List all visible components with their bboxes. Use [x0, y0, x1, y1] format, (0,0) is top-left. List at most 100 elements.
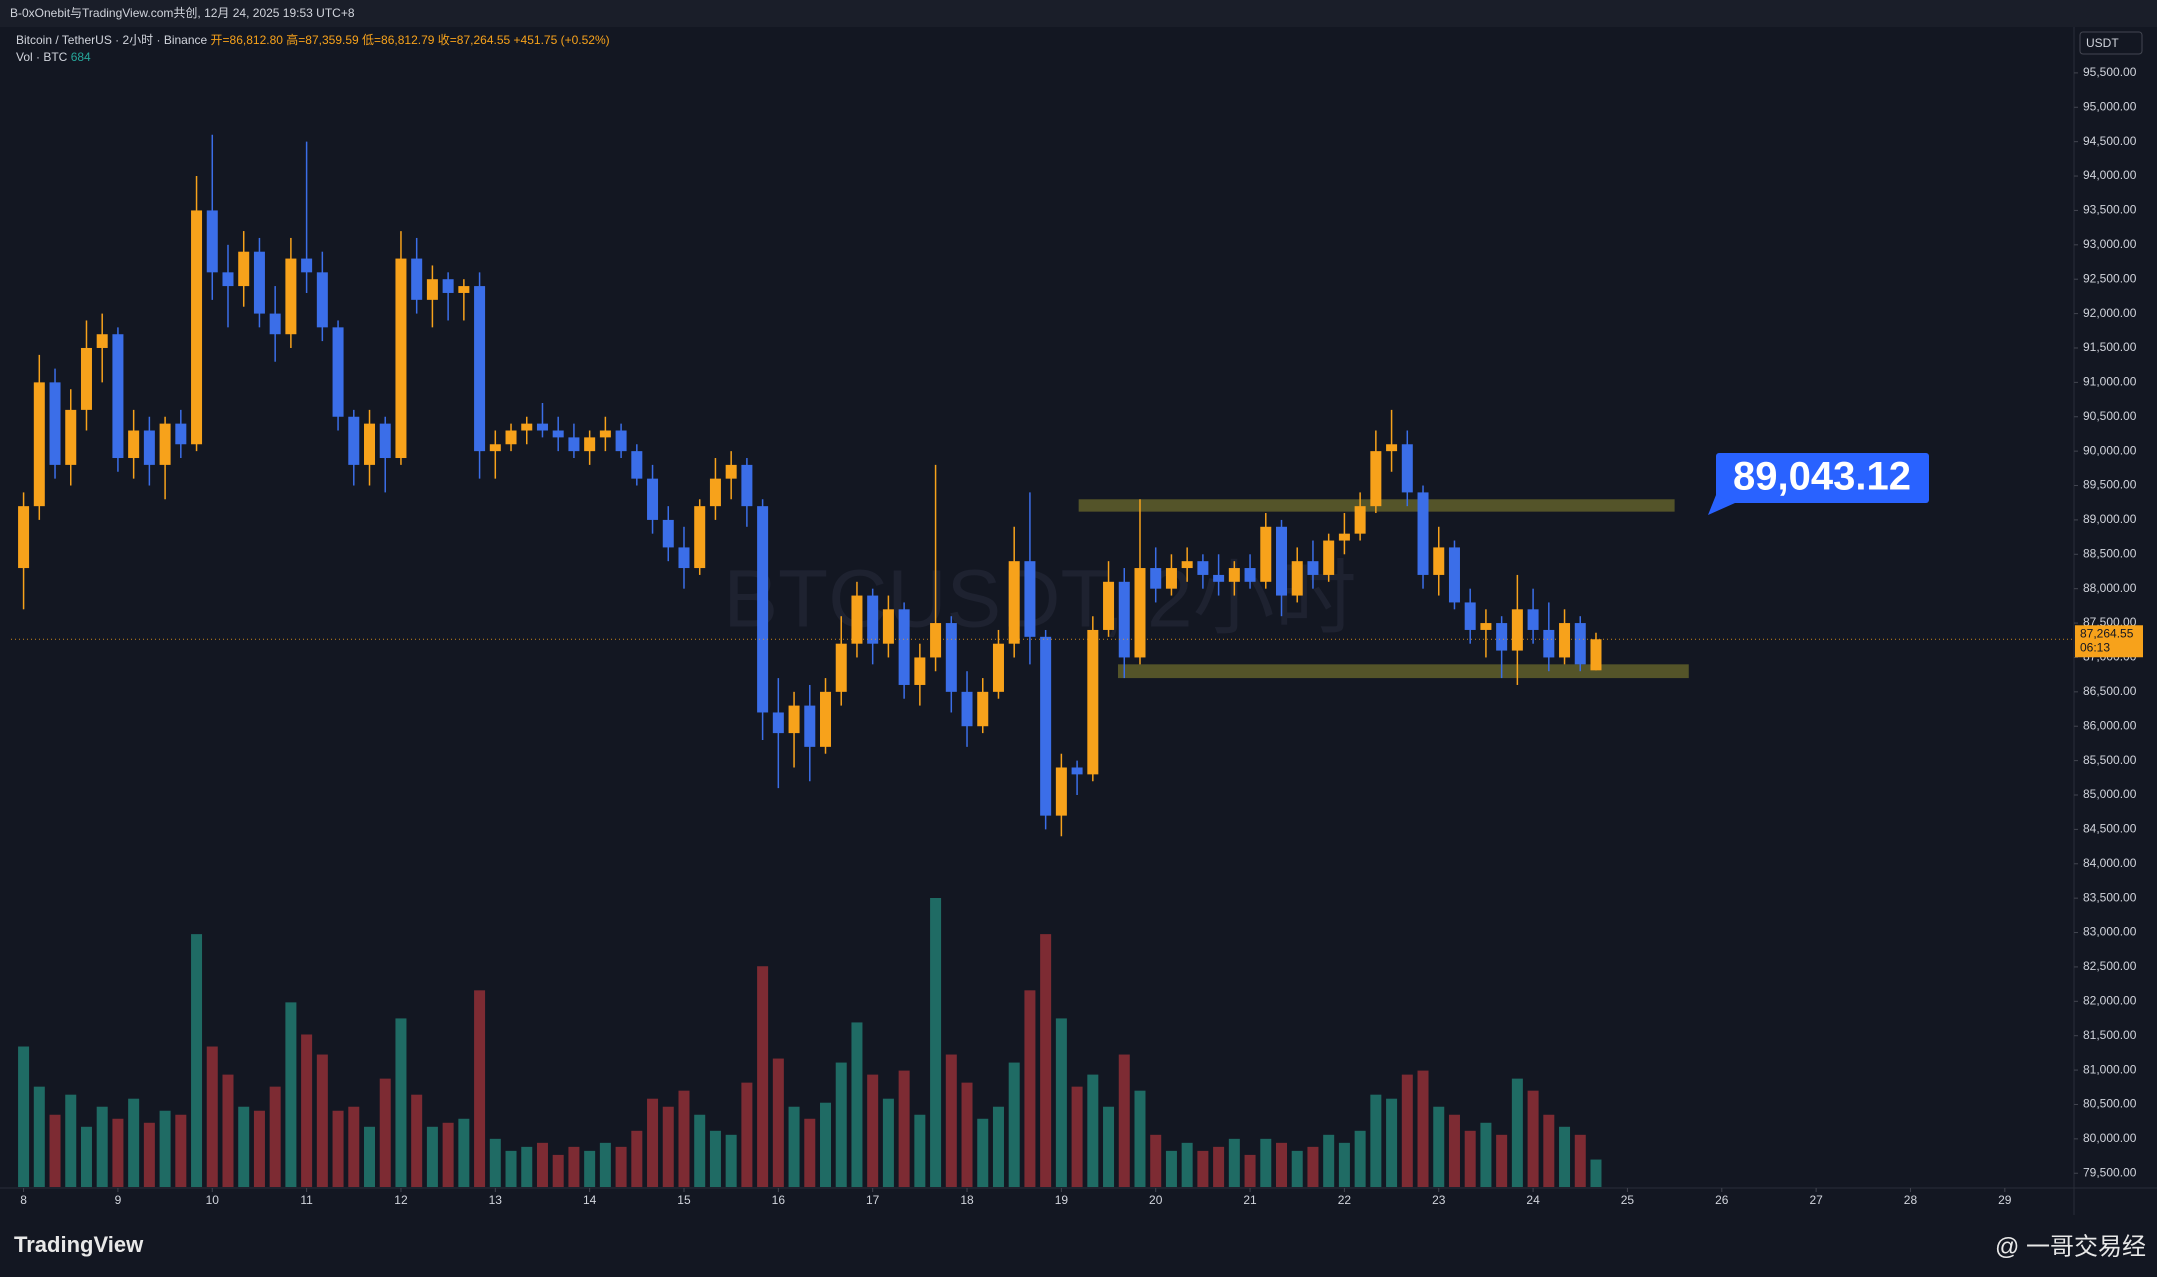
- x-tick-label: 13: [489, 1193, 503, 1207]
- volume-bar: [851, 1022, 863, 1187]
- low: 低=86,812.79: [362, 33, 435, 47]
- candle-body: [1040, 636, 1052, 816]
- y-tick-label: 82,000.00: [2083, 993, 2137, 1007]
- y-tick-label: 85,000.00: [2083, 787, 2137, 801]
- y-tick-label: 86,000.00: [2083, 718, 2137, 732]
- volume-bar: [379, 1078, 391, 1187]
- volume-bar: [772, 1058, 784, 1187]
- currency-box[interactable]: [2079, 31, 2143, 55]
- legend: Bitcoin / TetherUS · 2小时 · Binance 开=86,…: [16, 32, 610, 47]
- volume-bar: [1055, 1018, 1067, 1187]
- candle-body: [191, 210, 203, 445]
- candle-body: [1118, 581, 1130, 658]
- candle-body: [1260, 526, 1272, 582]
- x-tick-label: 22: [1338, 1193, 1352, 1207]
- volume-bar: [458, 1118, 470, 1187]
- volume-bar: [269, 1086, 281, 1187]
- x-tick-label: 9: [115, 1193, 122, 1207]
- candle-body: [961, 691, 973, 727]
- volume-bar: [65, 1094, 77, 1187]
- candle-body: [867, 595, 879, 644]
- candle-body: [1055, 767, 1067, 816]
- candle-body: [1496, 623, 1508, 651]
- volume-bar: [1040, 934, 1052, 1187]
- volume-bar: [1260, 1138, 1272, 1187]
- volume-bar: [835, 1062, 847, 1187]
- candle-body: [364, 423, 376, 465]
- candle-body: [1386, 444, 1398, 452]
- candle-body: [757, 506, 769, 713]
- volume-bar: [411, 1094, 423, 1187]
- x-tick-label: 10: [206, 1193, 220, 1207]
- candle-body: [662, 519, 674, 548]
- vol-value: 684: [71, 50, 91, 64]
- volume-bar: [1150, 1134, 1162, 1187]
- countdown: 06:13: [2080, 640, 2110, 654]
- y-tick-label: 81,500.00: [2083, 1028, 2137, 1042]
- volume-bar: [584, 1150, 596, 1187]
- candle-body: [395, 258, 407, 459]
- volume-bar: [1134, 1090, 1146, 1187]
- candle-body: [599, 430, 611, 438]
- volume-bar: [332, 1110, 344, 1187]
- candle-body: [80, 347, 92, 410]
- close: 收=87,264.55: [438, 33, 511, 47]
- volume-bar: [426, 1126, 438, 1187]
- candle-body: [725, 464, 737, 479]
- volume-bar: [175, 1114, 187, 1187]
- volume-bar: [1433, 1106, 1445, 1187]
- candle-body: [112, 334, 124, 459]
- volume-bar: [992, 1106, 1004, 1187]
- x-tick-label: 28: [1904, 1193, 1918, 1207]
- volume-bar: [505, 1150, 517, 1187]
- volume-bar: [1307, 1146, 1319, 1187]
- candle-body: [1590, 639, 1602, 671]
- credit: @ 一哥交易经: [1995, 1233, 2146, 1260]
- candle-body: [1307, 561, 1319, 575]
- candle-body: [505, 430, 517, 445]
- x-tick-label: 23: [1432, 1193, 1446, 1207]
- volume-bar: [1008, 1062, 1020, 1187]
- open: 开=86,812.80: [211, 33, 284, 47]
- candle-body: [1323, 540, 1335, 575]
- candle-body: [977, 691, 989, 727]
- candle-body: [741, 464, 753, 507]
- candle-body: [1559, 623, 1571, 658]
- candle-body: [945, 623, 957, 692]
- footer: [0, 1215, 2157, 1277]
- candle-body: [96, 334, 108, 348]
- volume-bar: [1511, 1078, 1523, 1187]
- x-tick-label: 25: [1621, 1193, 1635, 1207]
- candle-body: [253, 251, 265, 314]
- candle-body: [458, 286, 470, 293]
- candle-body: [379, 423, 391, 459]
- y-tick-label: 88,500.00: [2083, 546, 2137, 560]
- volume-bar: [615, 1146, 627, 1187]
- volume-bar: [474, 990, 486, 1187]
- x-tick-label: 14: [583, 1193, 597, 1207]
- volume-bar: [1323, 1134, 1335, 1187]
- candle-body: [206, 210, 218, 273]
- candle-body: [175, 423, 187, 445]
- volume-bar: [1401, 1074, 1413, 1187]
- volume-bar: [1464, 1130, 1476, 1187]
- volume-bar: [882, 1098, 894, 1187]
- volume-bar: [647, 1098, 659, 1187]
- volume-bar: [222, 1074, 234, 1187]
- volume-bar: [757, 966, 769, 1187]
- volume-bar: [143, 1122, 155, 1187]
- candle-body: [631, 451, 643, 479]
- candle-body: [49, 382, 61, 465]
- volume-bar: [1244, 1154, 1256, 1187]
- y-tick-label: 91,000.00: [2083, 375, 2137, 389]
- candle-body: [1103, 581, 1115, 630]
- candle-body: [615, 430, 627, 452]
- candle-body: [914, 657, 926, 685]
- candle-body: [128, 430, 140, 459]
- volume-bar: [1338, 1142, 1350, 1187]
- volume-bar: [1197, 1150, 1209, 1187]
- candle-body: [1228, 568, 1240, 582]
- candle-body: [536, 423, 548, 431]
- volume-bar: [1590, 1159, 1602, 1187]
- volume-bar: [1354, 1130, 1366, 1187]
